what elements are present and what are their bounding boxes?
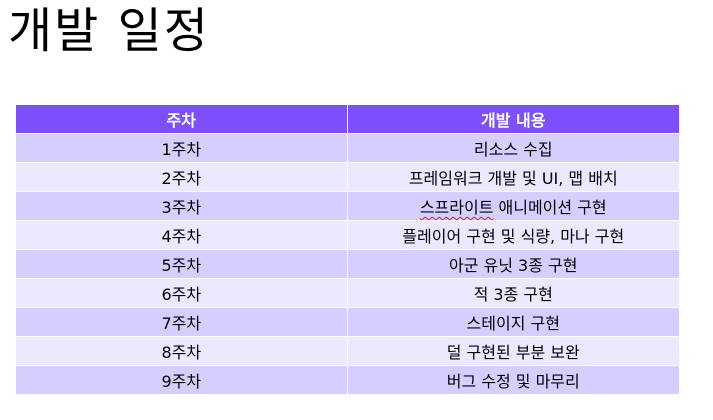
week-cell: 8주차 xyxy=(16,336,348,366)
content-cell: 플레이어 구현 및 식량, 마나 구현 xyxy=(347,220,679,250)
table-row: 9주차 버그 수정 및 마무리 xyxy=(16,365,679,394)
schedule-table: 주차 개발 내용 1주차 리소스 수집 2주차 프레임워크 개발 및 UI, 맵… xyxy=(16,105,679,394)
table-row: 2주차 프레임워크 개발 및 UI, 맵 배치 xyxy=(16,162,679,192)
content-rest: 애니메이션 구현 xyxy=(493,198,607,217)
content-cell: 스프라이트 애니메이션 구현 xyxy=(347,191,679,221)
header-week: 주차 xyxy=(16,105,348,134)
content-cell: 덜 구현된 부분 보완 xyxy=(347,336,679,366)
header-content: 개발 내용 xyxy=(347,105,679,134)
week-cell: 5주차 xyxy=(16,249,348,279)
table-row: 7주차 스테이지 구현 xyxy=(16,307,679,337)
week-cell: 2주차 xyxy=(16,162,348,192)
content-cell: 버그 수정 및 마무리 xyxy=(347,365,679,394)
content-cell: 아군 유닛 3종 구현 xyxy=(347,249,679,279)
week-cell: 4주차 xyxy=(16,220,348,250)
week-cell: 3주차 xyxy=(16,191,348,221)
table-row: 3주차 스프라이트 애니메이션 구현 xyxy=(16,191,679,221)
week-cell: 9주차 xyxy=(16,365,348,394)
week-cell: 6주차 xyxy=(16,278,348,308)
content-cell: 적 3종 구현 xyxy=(347,278,679,308)
content-cell: 리소스 수집 xyxy=(347,133,679,163)
content-cell: 스테이지 구현 xyxy=(347,307,679,337)
table-row: 6주차 적 3종 구현 xyxy=(16,278,679,308)
table-row: 5주차 아군 유닛 3종 구현 xyxy=(16,249,679,279)
page-title: 개발 일정 xyxy=(8,3,210,59)
table-row: 4주차 플레이어 구현 및 식량, 마나 구현 xyxy=(16,220,679,250)
table-row: 8주차 덜 구현된 부분 보완 xyxy=(16,336,679,366)
table-header-row: 주차 개발 내용 xyxy=(16,105,679,134)
table-row: 1주차 리소스 수집 xyxy=(16,133,679,163)
week-cell: 7주차 xyxy=(16,307,348,337)
spellcheck-word: 스프라이트 xyxy=(419,198,494,217)
week-cell: 1주차 xyxy=(16,133,348,163)
content-cell: 프레임워크 개발 및 UI, 맵 배치 xyxy=(347,162,679,192)
